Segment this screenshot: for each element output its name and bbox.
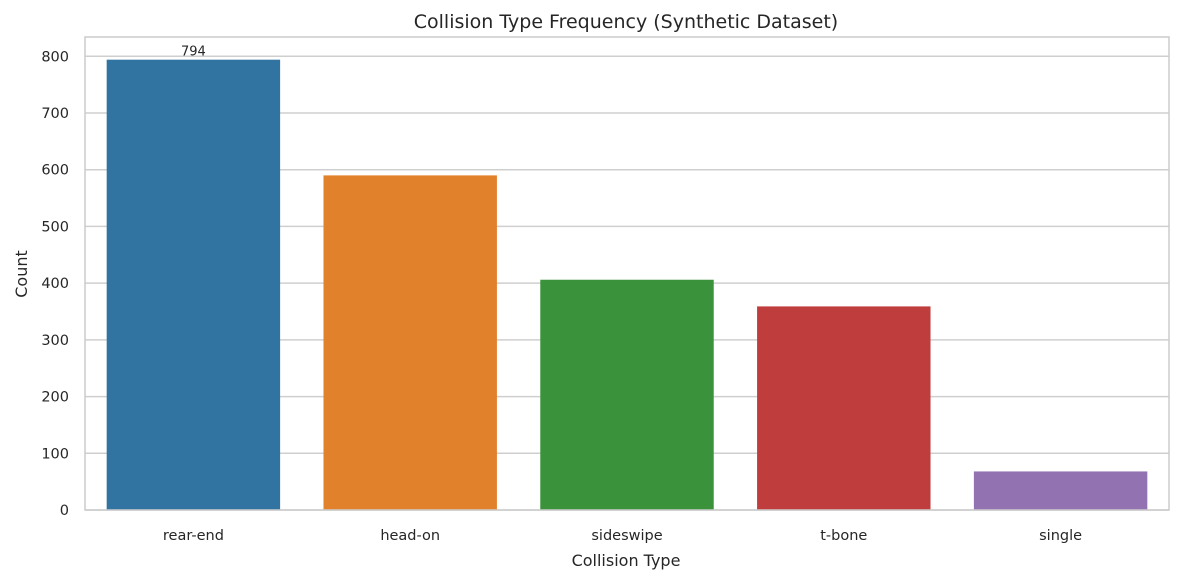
- x-tick-label: t-bone: [820, 528, 867, 544]
- y-tick-label: 500: [41, 219, 69, 235]
- y-tick-label: 600: [41, 163, 69, 179]
- y-axis-label: Count: [12, 250, 31, 298]
- y-tick-label: 100: [41, 446, 69, 462]
- x-axis-label: Collision Type: [572, 551, 681, 570]
- bars: [106, 59, 1148, 510]
- bar-sideswipe: [540, 279, 714, 510]
- x-tick-label: rear-end: [163, 528, 224, 544]
- x-axis-ticks: rear-end head-on sideswipe t-bone single: [163, 528, 1082, 544]
- data-label: 794: [181, 45, 206, 60]
- y-tick-label: 200: [41, 390, 69, 406]
- y-tick-label: 300: [41, 333, 69, 349]
- x-tick-label: head-on: [380, 528, 440, 544]
- chart-title: Collision Type Frequency (Synthetic Data…: [414, 11, 838, 33]
- x-tick-label: single: [1039, 528, 1082, 544]
- y-tick-label: 400: [41, 276, 69, 292]
- x-tick-label: sideswipe: [591, 528, 662, 544]
- y-tick-label: 700: [41, 106, 69, 122]
- y-tick-label: 0: [60, 503, 69, 519]
- y-tick-label: 800: [41, 49, 69, 65]
- y-axis-ticks: 0 100 200 300 400 500 600 700 800: [41, 49, 69, 519]
- data-labels: 794: [181, 45, 206, 60]
- bar-head-on: [323, 175, 497, 510]
- plot-frame: [84, 36, 1170, 511]
- bar-t-bone: [757, 306, 931, 510]
- bar-single: [973, 471, 1148, 510]
- bar-rear-end: [106, 59, 281, 510]
